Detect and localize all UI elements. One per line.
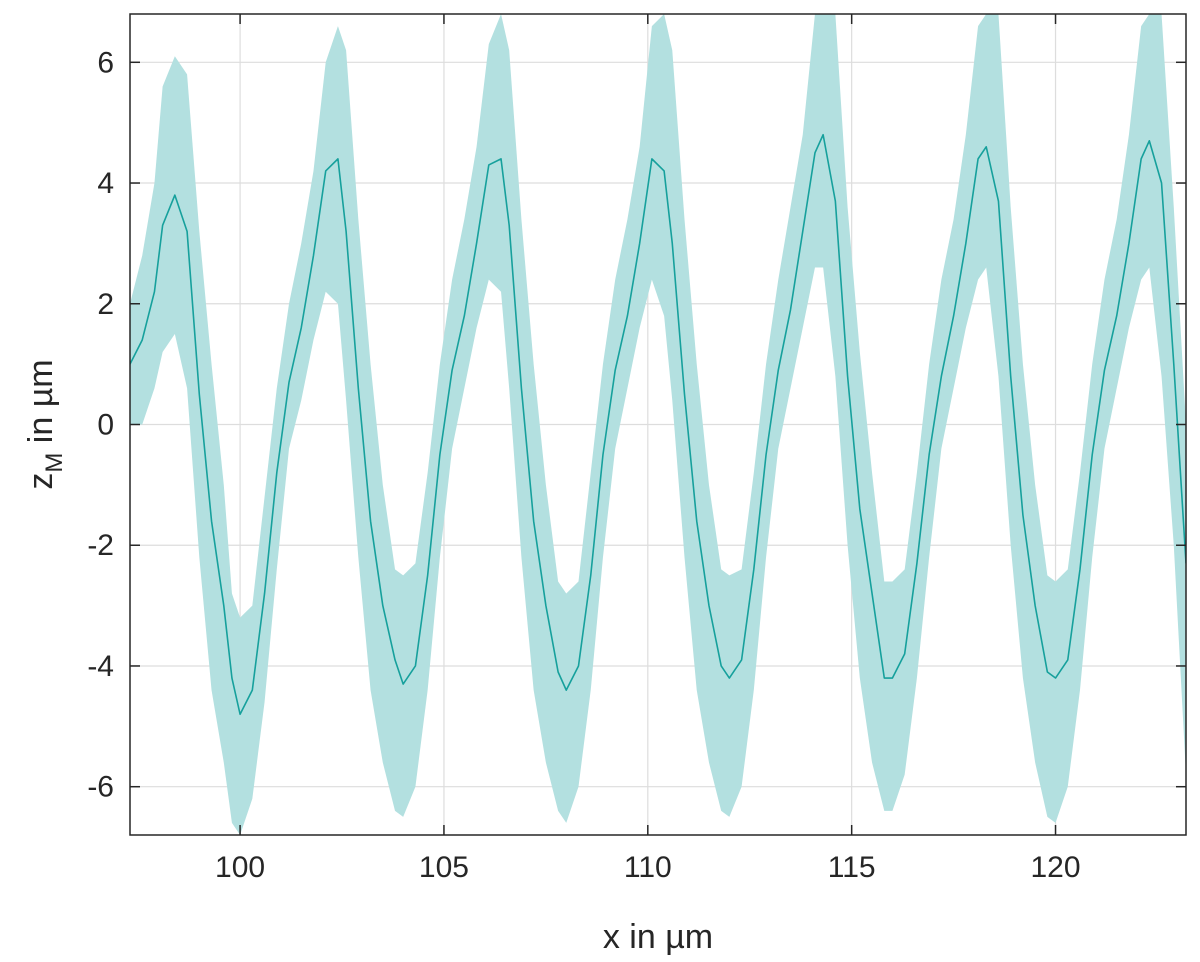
y-tick-label: -4	[87, 650, 114, 683]
x-tick-label: 120	[1030, 851, 1080, 884]
y-tick-label: 2	[97, 288, 114, 321]
y-tick-label: 6	[97, 46, 114, 79]
y-tick-label: 4	[97, 167, 114, 200]
x-tick-label: 100	[215, 851, 265, 884]
y-tick-label: 0	[97, 409, 114, 442]
series-line	[130, 133, 1186, 716]
y-tick-label: -2	[87, 529, 114, 562]
series-band	[130, 14, 1186, 835]
y-axis-label: zM in µm	[22, 359, 68, 489]
plot-area	[130, 14, 1186, 835]
y-axis-label-rest: in µm	[22, 359, 60, 452]
x-tick-label: 110	[624, 851, 672, 884]
y-axis-label-subscript: M	[41, 453, 68, 473]
y-tick-label: -6	[87, 771, 114, 804]
ticks: 100 105 110 115 120 -6 -4 -2 0 2 4 6	[87, 14, 1186, 884]
x-tick-label: 105	[419, 851, 469, 884]
y-axis-label-base: z	[22, 473, 60, 490]
x-tick-label: 115	[828, 851, 876, 884]
x-axis-label: x in µm	[603, 918, 713, 956]
